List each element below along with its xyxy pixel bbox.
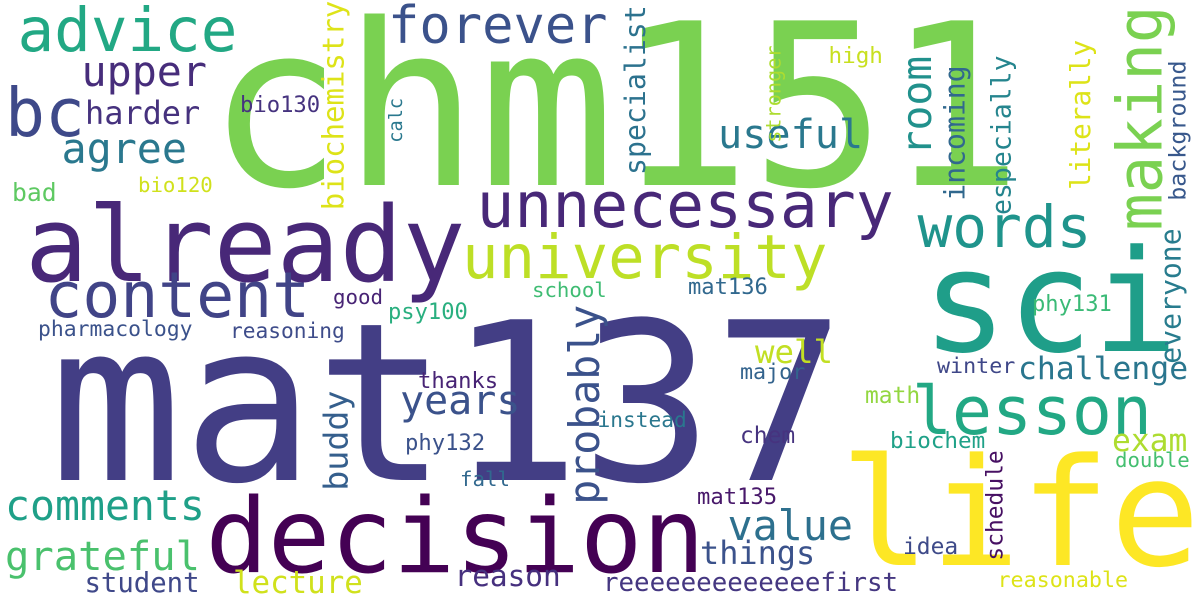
word-double: double [1115,447,1190,472]
word-making: making [1102,5,1176,231]
word-high: high [828,42,883,69]
word-well: well [755,333,834,371]
word-advice: advice [17,0,238,66]
word-school: school [532,277,607,302]
word-exam: exam [1112,422,1188,459]
word-especially: especially [986,54,1018,215]
word-schedule: schedule [982,449,1009,561]
word-calc: calc [385,97,407,143]
word-background: background [1163,60,1191,201]
word-literally: literally [1063,39,1097,190]
word-mat135: mat135 [697,484,778,510]
word-bad: bad [12,177,57,207]
word-pharmacology: pharmacology [38,316,193,342]
word-chem: chem [740,422,796,449]
word-unnecessary: unnecessary [476,168,894,242]
word-math: math [865,382,921,409]
word-chm151: chm151 [207,0,1023,239]
word-years: years [400,378,521,424]
word-bio120: bio120 [138,172,213,197]
word-lecture: lecture [233,564,363,600]
word-stronger: stronger [761,45,786,143]
word-thanks: thanks [418,368,499,394]
word-reeeeeeeeeeeeefirst: reeeeeeeeeeeeefirst [603,568,899,598]
word-idea: idea [903,533,959,560]
word-useful: useful [718,112,864,158]
word-specialist: specialist [618,5,652,175]
word-harder: harder [85,94,201,132]
word-reasoning: reasoning [230,317,345,343]
word-winter: winter [937,354,1016,379]
word-forever: forever [388,0,608,56]
word-upper: upper [81,47,208,96]
word-psy100: psy100 [388,299,468,325]
word-phy131: phy131 [1032,291,1112,317]
word-grateful: grateful [5,531,201,580]
word-sci: sci [922,219,1179,385]
word-mat136: mat136 [688,274,768,300]
word-phy132: phy132 [405,430,486,456]
word-student: student [84,567,200,599]
word-probably: probably [559,304,609,505]
word-mat137: mat137 [49,275,847,533]
word-room: room [893,55,942,155]
word-everyone: everyone [1154,227,1188,364]
word-incoming: incoming [938,64,972,201]
word-major: major [740,360,806,385]
word-instead: instead [597,406,687,432]
word-biochem: biochem [890,427,986,454]
word-already: already [25,183,466,306]
word-reasonable: reasonable [997,568,1129,593]
word-bc: bc [5,74,85,152]
word-good: good [333,284,384,309]
word-words: words [917,192,1092,261]
word-challenge: challenge [1018,350,1189,387]
word-biochemistry: biochemistry [316,0,351,210]
word-lesson: lesson [912,371,1152,450]
word-agree: agree [61,124,188,173]
word-value: value [727,501,854,550]
word-bio130: bio130 [240,92,321,118]
word-things: things [700,534,816,572]
word-content: content [44,258,311,332]
word-decision: decision [205,476,705,597]
word-fall: fall [460,466,511,491]
word-buddy: buddy [315,390,355,491]
word-university: university [462,222,828,293]
word-life: life [840,427,1200,600]
word-comments: comments [5,481,205,530]
word-reason: reason [454,558,561,593]
